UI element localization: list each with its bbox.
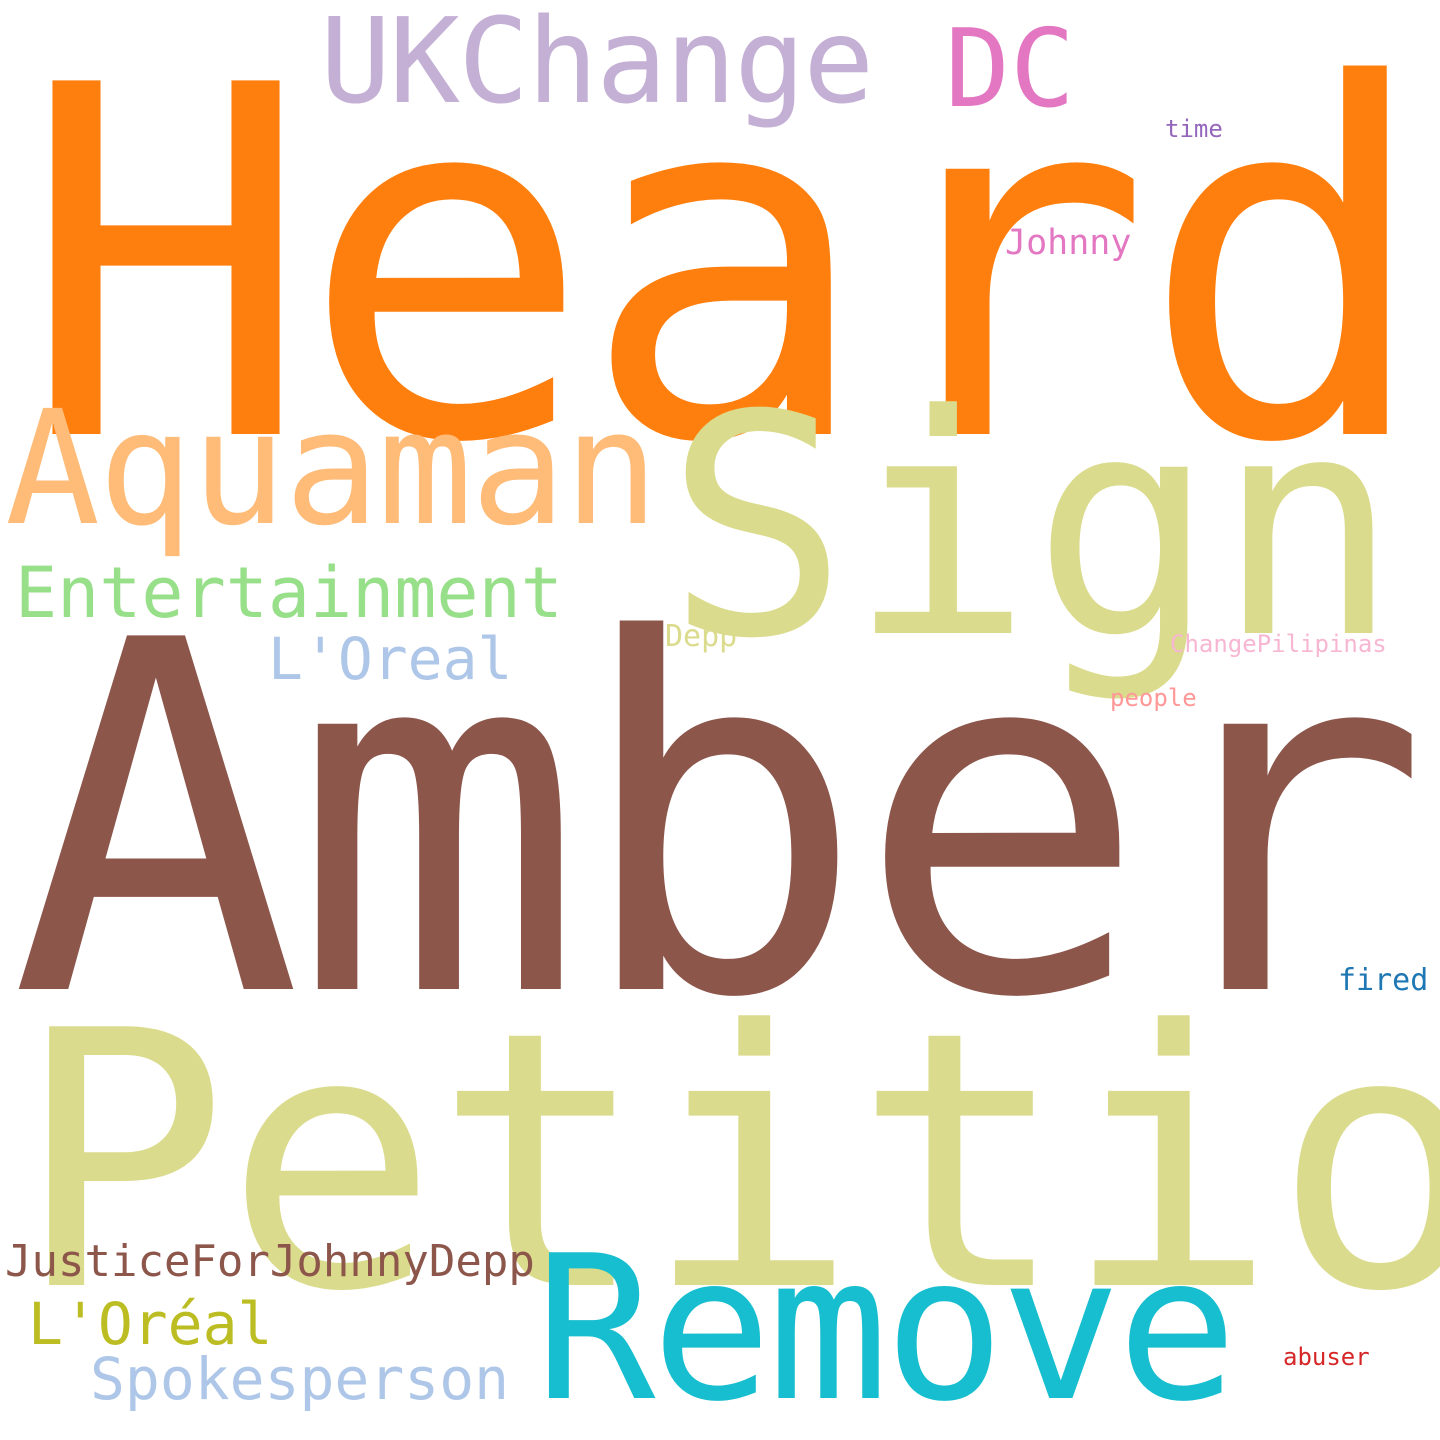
word-aquaman: Aquaman: [5, 377, 659, 561]
word-remove: Remove: [535, 1213, 1237, 1440]
word-changepilipinas: ChangePilipinas: [1170, 630, 1387, 658]
word-spokesperson: Spokesperson: [90, 1345, 510, 1413]
word-sign: Sign: [665, 350, 1400, 705]
word-depp: Depp: [665, 619, 738, 654]
word-fired: fired: [1338, 963, 1429, 998]
word-petition: Petition: [15, 955, 1440, 1369]
word-entertainment: Entertainment: [15, 552, 563, 634]
word-johnny: Johnny: [1005, 223, 1132, 263]
word-loreal-accented: L'Oréal: [28, 1290, 273, 1358]
word-amber: Amber: [10, 540, 1430, 1104]
word-time: time: [1165, 115, 1223, 143]
word-people: people: [1110, 684, 1197, 712]
word-abuser: abuser: [1283, 1343, 1370, 1371]
word-dc: DC: [945, 7, 1076, 132]
word-heard: Heard: [20, 0, 1432, 549]
word-ukchange: UKChange: [320, 0, 874, 130]
word-justicefor-johnnydepp: JusticeForJohnnyDepp: [5, 1236, 535, 1287]
word-loreal: L'Oreal: [268, 625, 513, 693]
